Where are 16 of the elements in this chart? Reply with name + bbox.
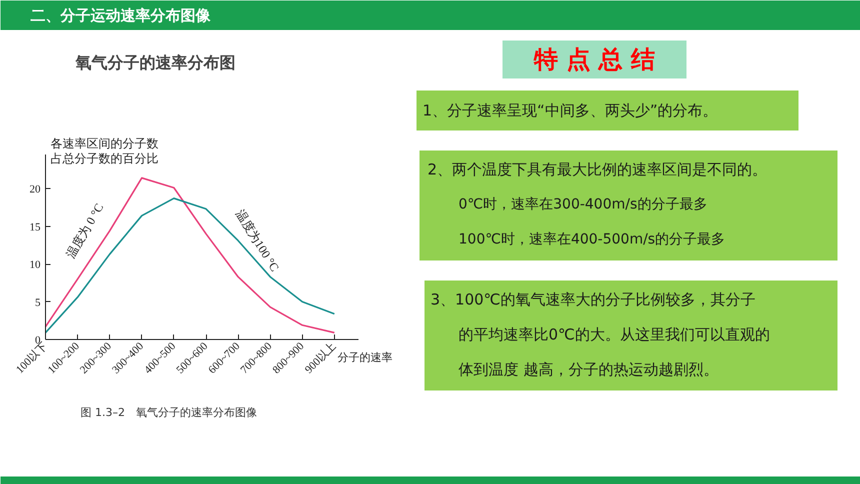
- x-tick-label: 900以上: [302, 340, 339, 376]
- y-tick-label: 10: [30, 259, 41, 271]
- annotation: 温度为100 °C: [232, 207, 282, 274]
- y-tick-label: 15: [30, 221, 41, 234]
- text: 特 点 总 结: [532, 46, 656, 74]
- text: 二、分子运动速率分布图像: [30, 6, 212, 24]
- x-axis-title: 分子的速率: [338, 351, 392, 364]
- y-tick-label: 5: [35, 296, 41, 309]
- caption: 图 1.3–2 氧气分子的速率分布图像: [80, 406, 257, 419]
- chart-title: 氧气分子的速率分布图: [74, 53, 236, 72]
- y-tick-label: 20: [30, 184, 41, 196]
- text: 2、两个温度下具有最大比例的速率区间是不同的。 0℃时，速率在300-400m/s的分子最多 100℃时，速率在400-500m/s的分子最多: [428, 160, 768, 248]
- text: 3、100℃的氧气速率大的分子比例较多，其分子的平均速率比0℃的大。从这里我们可以直观的体到温度 越高，分子的热运动越剧烈。: [430, 290, 770, 379]
- text: 1、分子速率呈现“中间多、两头少”的分布。: [422, 102, 718, 120]
- annotation: 温度为 0 °C: [64, 200, 106, 261]
- y-axis-title: 各速率区间的分子数占总分子数的百分比: [50, 136, 158, 166]
